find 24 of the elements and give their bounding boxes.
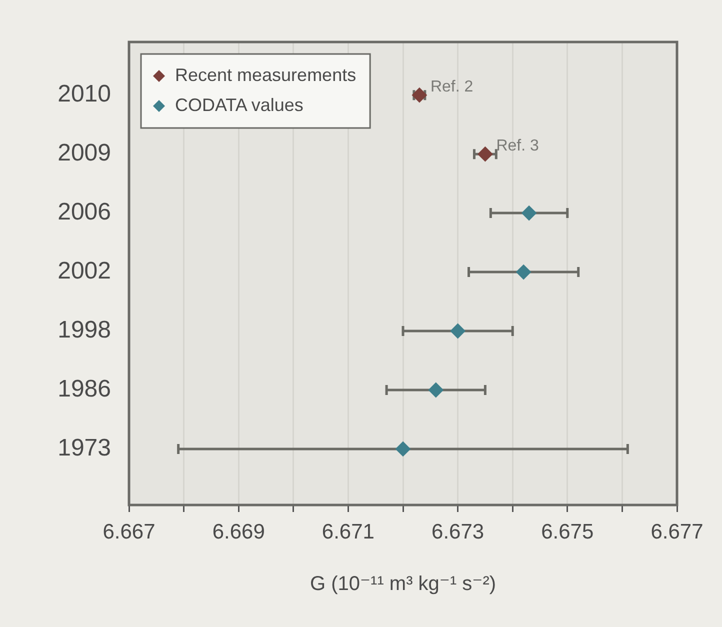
point <box>478 146 493 162</box>
y-tick-label: 2002 <box>58 258 111 285</box>
y-tick-label: 2006 <box>58 198 111 226</box>
point <box>428 382 444 398</box>
x-tick-label: 6.667 <box>102 520 156 544</box>
y-tick-label: 1973 <box>58 434 111 462</box>
x-tick-label: 6.675 <box>541 520 594 544</box>
y-tick-label: 1986 <box>58 376 111 403</box>
point <box>396 441 410 456</box>
x-tick-label: 6.669 <box>212 520 265 544</box>
x-axis-title: G (10⁻¹¹ m³ kg⁻¹ s⁻²) <box>310 573 496 595</box>
y-tick-label: 1998 <box>58 316 111 344</box>
point <box>450 324 466 339</box>
point <box>522 206 537 221</box>
annotation: Ref. 2 <box>430 78 474 96</box>
annotation: Ref. 3 <box>496 137 539 154</box>
y-tick-label: 2010 <box>58 80 111 108</box>
x-tick-label: 6.673 <box>432 520 484 544</box>
x-tick-label: 6.677 <box>650 520 704 544</box>
legend-label: CODATA values <box>175 94 304 115</box>
y-tick-label: 2009 <box>58 140 111 167</box>
x-tick-label: 6.671 <box>322 520 374 544</box>
legend-label: Recent measurements <box>175 64 356 85</box>
point <box>516 264 532 280</box>
